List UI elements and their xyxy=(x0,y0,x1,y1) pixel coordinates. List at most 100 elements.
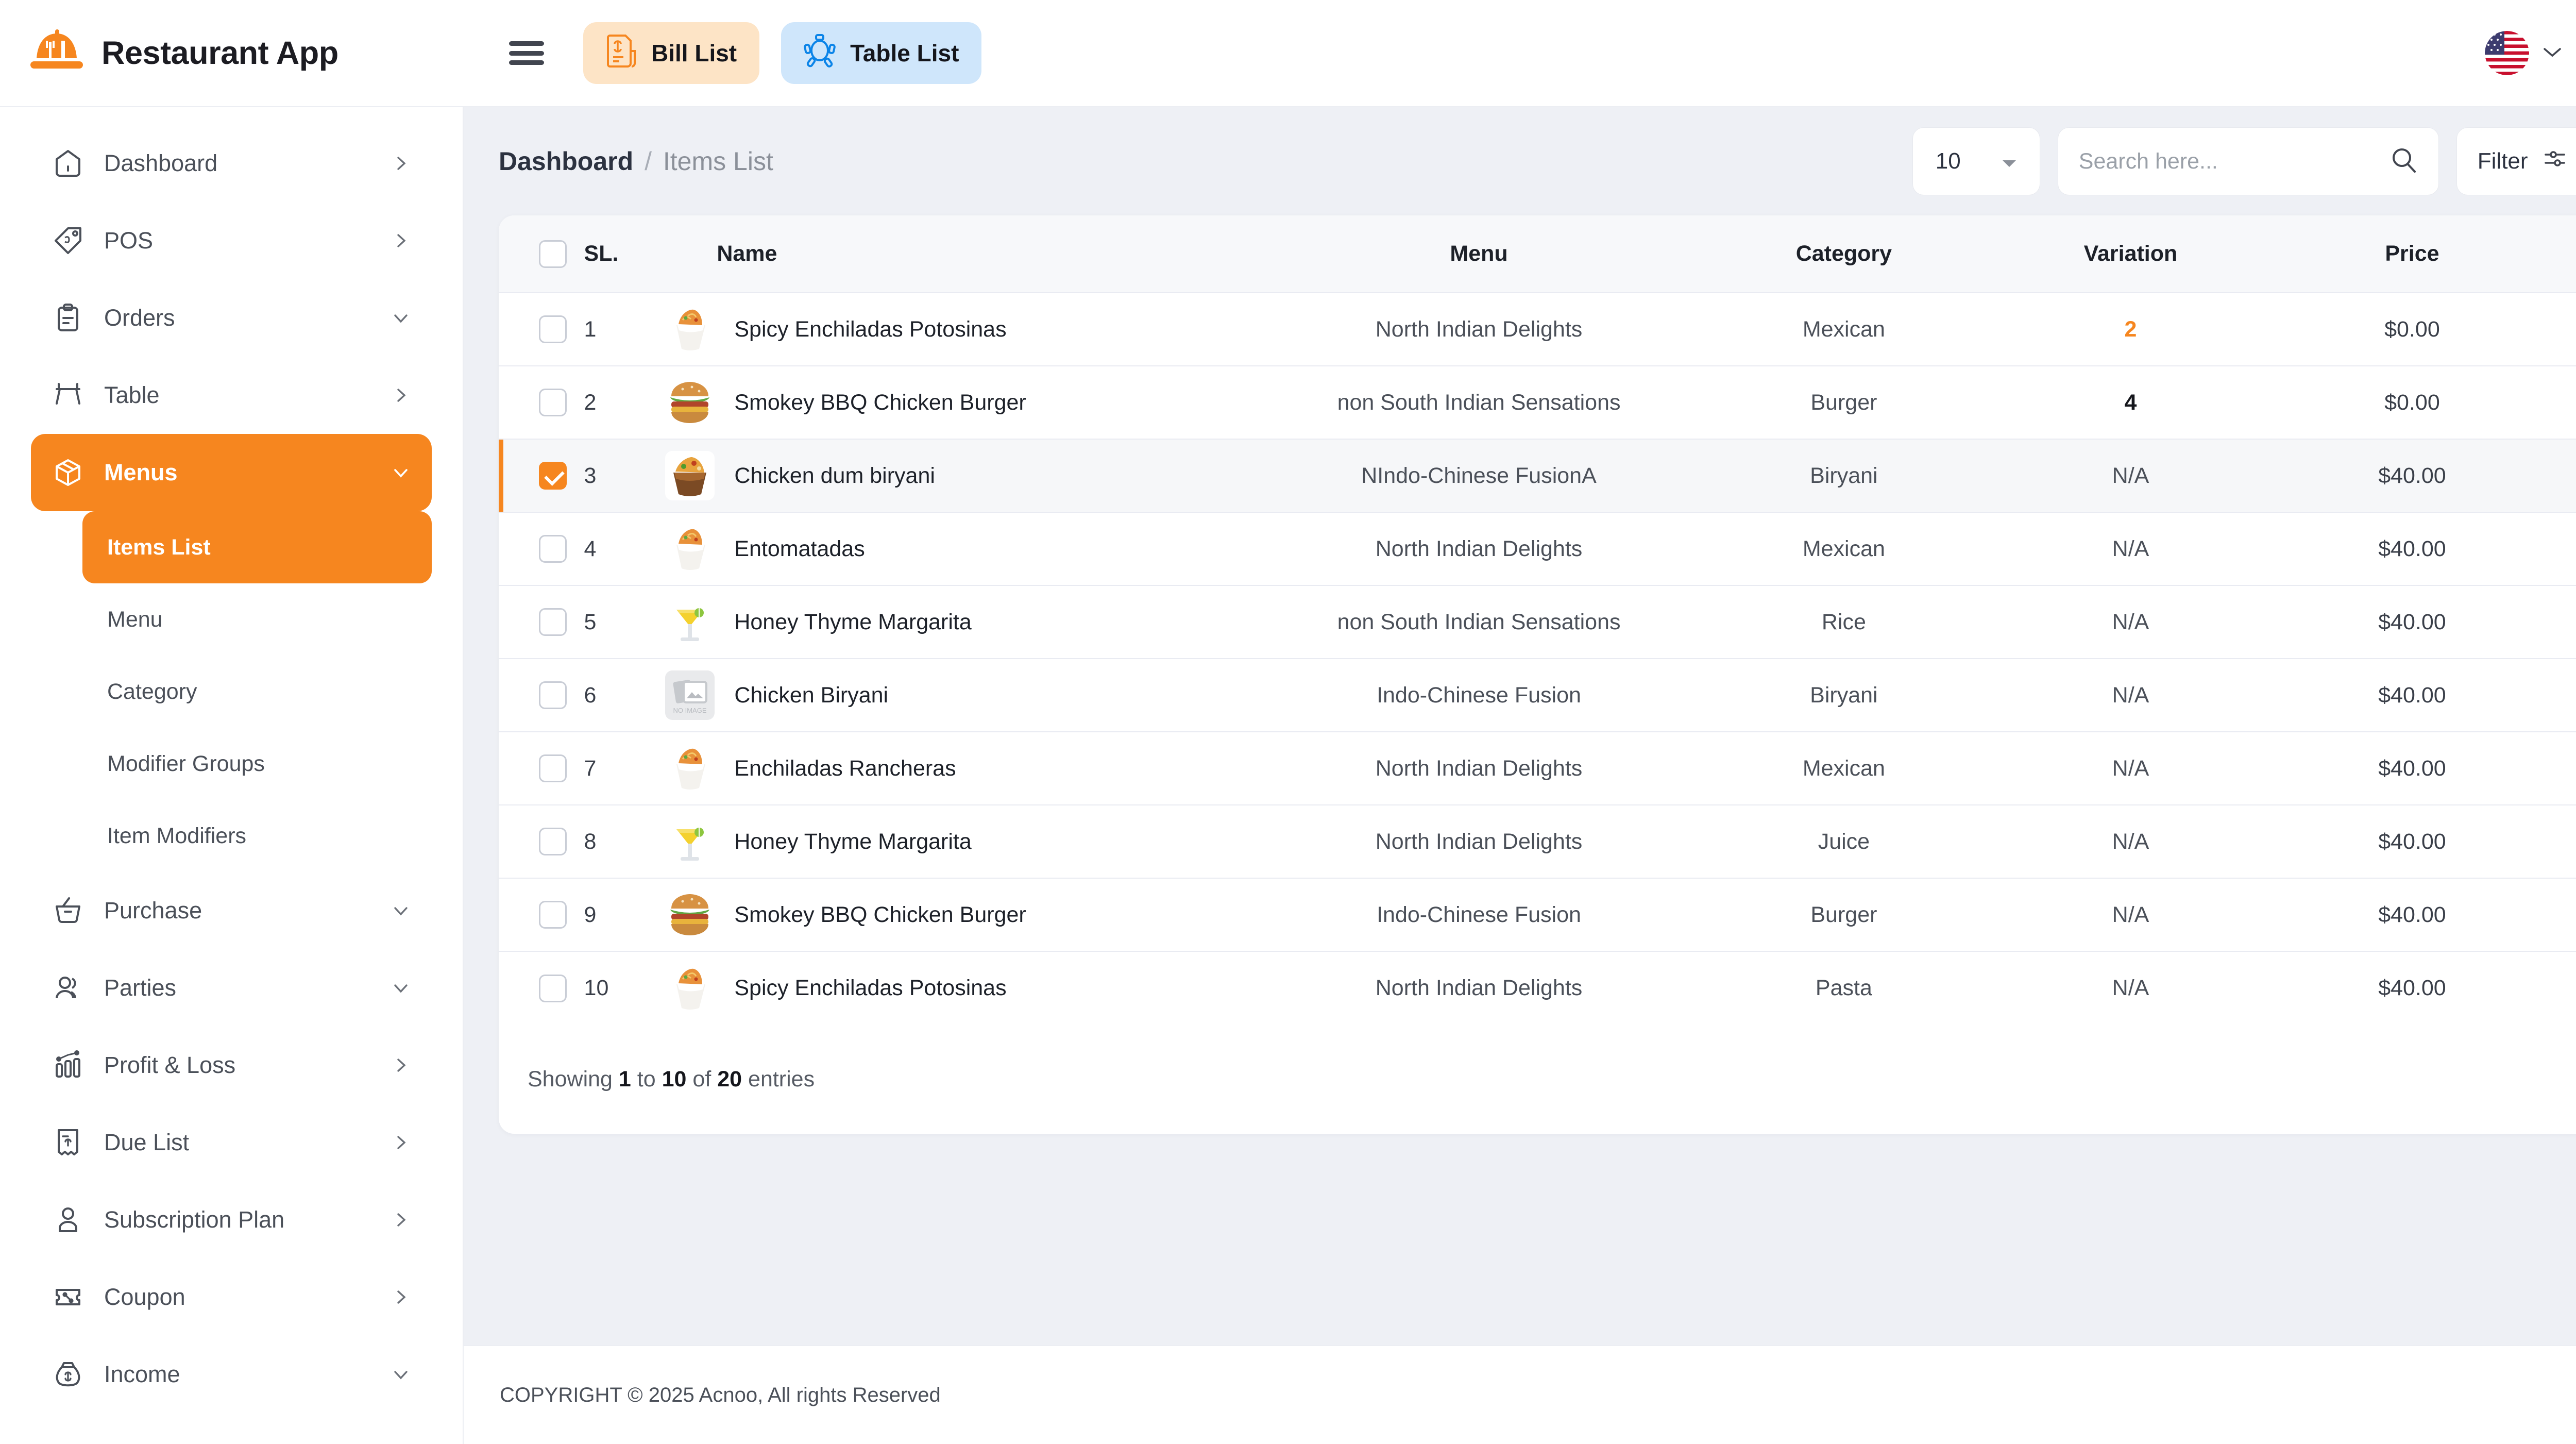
chevron-down-icon xyxy=(392,979,410,997)
row-sl: 1 xyxy=(584,316,597,342)
row-checkbox[interactable] xyxy=(538,681,567,709)
row-sl: 5 xyxy=(584,609,597,634)
row-show-website xyxy=(2553,512,2576,585)
row-checkbox[interactable] xyxy=(538,608,567,636)
row-checkbox[interactable] xyxy=(538,828,567,855)
bill-list-button[interactable]: Bill List xyxy=(583,22,760,84)
round-table-icon xyxy=(804,33,836,73)
table-row[interactable]: 1 Spicy Enchiladas Potosinas North Indian … xyxy=(499,293,2576,366)
sidebar-item-label: Subscription Plan xyxy=(104,1206,285,1233)
chevron-down-icon xyxy=(392,309,410,327)
sidebar-item-purchase[interactable]: Purchase xyxy=(31,872,432,949)
sidebar-item-parties[interactable]: Parties xyxy=(31,949,432,1027)
row-variation: 4 xyxy=(2124,390,2137,415)
column-header-show-website: Show Website xyxy=(2553,215,2576,293)
entries-total: 20 xyxy=(717,1066,742,1092)
sidebar-item-pos[interactable]: POS xyxy=(31,202,432,279)
row-checkbox[interactable] xyxy=(538,389,567,416)
sidebar-item-income[interactable]: Income xyxy=(31,1336,432,1413)
item-thumbnail xyxy=(665,744,715,793)
item-name: Chicken dum biryani xyxy=(734,463,935,488)
item-thumbnail xyxy=(665,597,715,647)
row-variation[interactable]: 2 xyxy=(2124,316,2137,342)
row-checkbox[interactable] xyxy=(538,901,567,929)
table-row[interactable]: 5 Honey Thyme Margarita non South Indian S… xyxy=(499,585,2576,659)
sidebar-item-due-list[interactable]: Due List xyxy=(31,1104,432,1181)
brand[interactable]: Restaurant App xyxy=(0,29,464,77)
breadcrumb-parent[interactable]: Dashboard xyxy=(499,147,634,176)
sidebar-item-label: Income xyxy=(104,1361,180,1387)
sidebar-item-label: Purchase xyxy=(104,897,202,924)
column-header-sl: SL. xyxy=(584,241,619,266)
row-category: Mexican xyxy=(1802,755,1885,781)
table-row[interactable]: 6 NO IMAGE Chicken Biryani Indo-Chinese Fus… xyxy=(499,659,2576,732)
row-checkbox[interactable] xyxy=(538,754,567,782)
chart-icon xyxy=(53,1050,83,1081)
table-list-button[interactable]: Table List xyxy=(781,22,982,84)
row-sl: 4 xyxy=(584,536,597,561)
entries-to: 10 xyxy=(662,1066,687,1092)
bill-list-label: Bill List xyxy=(651,40,737,66)
row-sl: 8 xyxy=(584,829,597,854)
row-show-website xyxy=(2553,951,2576,1025)
item-name: Chicken Biryani xyxy=(734,682,889,708)
sidebar-item-menu[interactable]: Menu xyxy=(107,607,163,632)
sidebar-item-items-list[interactable]: Items List xyxy=(82,511,432,583)
row-name-cell: Smokey BBQ Chicken Burger xyxy=(645,878,1260,951)
row-category: Rice xyxy=(1821,609,1866,634)
clipboard-icon xyxy=(53,303,83,333)
items-table: SL. Name Menu Category Variation Price S… xyxy=(499,215,2576,1025)
sidebar-item-item-modifiers[interactable]: Item Modifiers xyxy=(107,823,247,848)
row-name-cell: Chicken dum biryani xyxy=(645,439,1260,512)
row-checkbox[interactable] xyxy=(538,462,567,490)
row-category: Juice xyxy=(1818,829,1870,854)
hamburger-icon[interactable] xyxy=(509,41,544,65)
table-row[interactable]: 7 Enchiladas Rancheras North Indian Deligh… xyxy=(499,732,2576,805)
item-name: Spicy Enchiladas Potosinas xyxy=(734,316,1007,342)
row-price: $40.00 xyxy=(2378,463,2446,488)
sidebar-item-table[interactable]: Table xyxy=(31,357,432,434)
row-checkbox[interactable] xyxy=(538,315,567,343)
table-row[interactable]: 9 Smokey BBQ Chicken Burger Indo-Chinese F… xyxy=(499,878,2576,951)
row-select-cell xyxy=(499,512,567,585)
search-box[interactable] xyxy=(2057,127,2439,195)
row-name-cell: Enchiladas Rancheras xyxy=(645,732,1260,805)
row-select-cell xyxy=(499,732,567,805)
language-selector[interactable] xyxy=(2484,31,2562,75)
search-input[interactable] xyxy=(2078,148,2367,174)
box-icon xyxy=(53,457,83,488)
row-name-cell: Honey Thyme Margarita xyxy=(645,805,1260,878)
per-page-select[interactable]: 10 xyxy=(1912,127,2040,195)
item-thumbnail xyxy=(665,524,715,574)
sidebar-item-orders[interactable]: Orders xyxy=(31,279,432,357)
table-row[interactable]: 4 Entomatadas North Indian Delights Mexican… xyxy=(499,512,2576,585)
sidebar-item-modifier-groups[interactable]: Modifier Groups xyxy=(107,751,265,776)
row-show-website xyxy=(2553,878,2576,951)
row-show-website xyxy=(2553,659,2576,732)
sidebar-item-subscription-plan[interactable]: Subscription Plan xyxy=(31,1181,432,1258)
chevron-right-icon xyxy=(392,154,410,173)
row-select-cell xyxy=(499,366,567,439)
sidebar-item-profit-loss[interactable]: Profit & Loss xyxy=(31,1027,432,1104)
invoice-icon xyxy=(606,33,637,73)
select-all-checkbox[interactable] xyxy=(538,240,567,268)
sidebar-item-category[interactable]: Category xyxy=(107,679,197,704)
chevron-down-icon xyxy=(392,1365,410,1384)
row-checkbox[interactable] xyxy=(538,974,567,1002)
sidebar-item-coupon[interactable]: Coupon xyxy=(31,1258,432,1336)
search-icon[interactable] xyxy=(2390,146,2418,177)
row-checkbox[interactable] xyxy=(538,535,567,563)
table-row[interactable]: 8 Honey Thyme Margarita North Indian Delig… xyxy=(499,805,2576,878)
row-select-cell xyxy=(499,951,567,1025)
table-row[interactable]: 10 Spicy Enchiladas Potosinas North Indian… xyxy=(499,951,2576,1025)
restaurant-dome-icon xyxy=(28,29,85,77)
table-row[interactable]: 2 Smokey BBQ Chicken Burger non South Indi… xyxy=(499,366,2576,439)
item-name: Enchiladas Rancheras xyxy=(734,755,956,781)
sidebar-item-menus[interactable]: Menus xyxy=(31,434,432,511)
sidebar-item-dashboard[interactable]: Dashboard xyxy=(31,125,432,202)
table-row[interactable]: 3 Chicken dum biryani NIndo-Chinese Fusion… xyxy=(499,439,2576,512)
chevron-right-icon xyxy=(392,231,410,250)
row-price: $0.00 xyxy=(2384,316,2440,342)
filter-button[interactable]: Filter xyxy=(2456,127,2576,195)
table-icon xyxy=(53,380,83,411)
